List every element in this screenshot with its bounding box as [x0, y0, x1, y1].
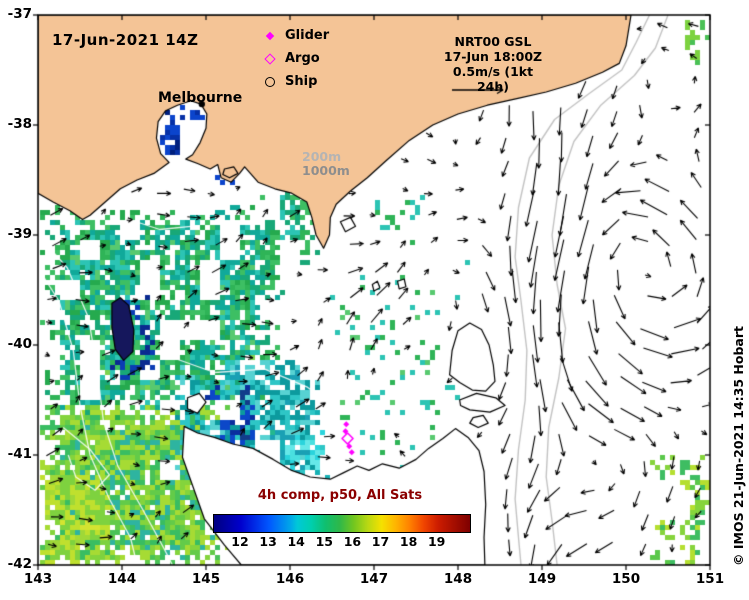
colorbar-tick-label: 14: [287, 534, 305, 549]
glider-diamond-icon: [265, 31, 275, 40]
y-tick-label: -41: [7, 446, 32, 462]
x-tick-label: 144: [107, 571, 137, 587]
x-tick-label: 148: [443, 571, 473, 587]
velocity-key-scale: 0.5m/s (1kt 24h): [452, 64, 534, 94]
y-tick-label: -39: [7, 226, 32, 242]
colorbar-gradient: [213, 514, 471, 533]
argo-diamond-icon: [264, 52, 276, 65]
colorbar-tick-label: 17: [371, 534, 390, 549]
x-tick-label: 143: [23, 571, 53, 587]
colorbar-tick-label: 15: [315, 534, 333, 549]
y-tick-label: -40: [7, 336, 32, 352]
depth-label-1000m: 1000m: [302, 163, 350, 178]
colorbar-tick-label: 13: [259, 534, 277, 549]
legend-label-glider: Glider: [285, 28, 330, 43]
map-legend: Glider Argo Ship: [262, 24, 329, 93]
x-tick-label: 150: [611, 571, 641, 587]
legend-row-argo: Argo: [262, 47, 329, 70]
y-tick-label: -37: [7, 6, 32, 22]
city-label-melbourne: Melbourne: [158, 90, 243, 106]
colorbar-tick-label: 12: [231, 534, 249, 549]
x-tick-label: 145: [191, 571, 221, 587]
colorbar-tick-label: 16: [343, 534, 362, 549]
velocity-key-datetime: 17-Jun 18:00Z: [443, 49, 543, 64]
colorbar-tick-label: 18: [399, 534, 418, 549]
legend-row-ship: Ship: [262, 70, 329, 93]
colorbar-tick-label: 19: [427, 534, 446, 549]
legend-row-glider: Glider: [262, 24, 329, 47]
colorbar-title: 4h comp, p50, All Sats: [257, 488, 423, 503]
depth-label-200m: 200m: [302, 149, 342, 164]
imos-credit: © IMOS 21-Jun-2021 14:35 Hobart: [731, 326, 746, 566]
x-tick-label: 149: [527, 571, 557, 587]
date-label: 17-Jun-2021 14Z: [52, 31, 199, 49]
ship-circle-icon: [265, 76, 275, 87]
y-tick-label: -38: [7, 116, 32, 132]
x-tick-label: 146: [275, 571, 305, 587]
legend-label-argo: Argo: [285, 51, 320, 66]
y-tick-label: -42: [7, 556, 32, 572]
velocity-key-title: NRT00 GSL: [454, 34, 532, 49]
legend-label-ship: Ship: [285, 74, 318, 89]
x-tick-label: 151: [695, 571, 725, 587]
x-tick-label: 147: [359, 571, 389, 587]
velocity-key: NRT00 GSL 17-Jun 18:00Z 0.5m/s (1kt 24h): [436, 34, 550, 94]
